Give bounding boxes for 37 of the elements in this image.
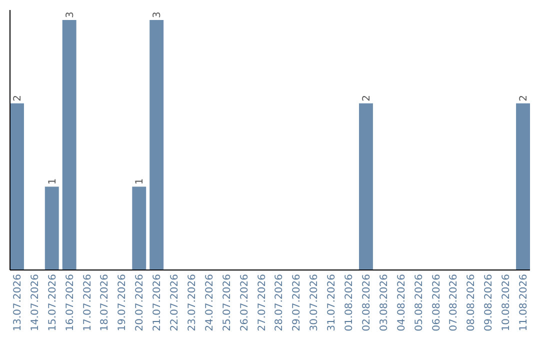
x-tick-label: 24.07.2026 <box>204 274 216 332</box>
x-tick-label: 23.07.2026 <box>186 274 198 332</box>
x-tick-label: 13.07.2026 <box>12 274 24 332</box>
x-tick-label: 25.07.2026 <box>222 274 233 332</box>
data-label: 3 <box>64 12 76 18</box>
x-tick-label: 31.07.2026 <box>326 274 338 332</box>
x-tick-label: 06.08.2026 <box>431 274 442 332</box>
x-tick-label: 14.07.2026 <box>30 274 41 332</box>
x-tick-label: 16.07.2026 <box>64 274 76 332</box>
x-tick-label: 04.08.2026 <box>396 274 408 332</box>
data-label: 2 <box>12 94 24 102</box>
x-tick-label: 09.08.2026 <box>484 274 495 332</box>
x-tick-label: 20.07.2026 <box>134 274 146 332</box>
x-tick-label: 28.07.2026 <box>274 274 286 332</box>
x-tick-label: 30.07.2026 <box>309 274 320 332</box>
x-tick-label: 05.08.2026 <box>414 274 425 332</box>
x-tick-label: 29.07.2026 <box>292 274 303 332</box>
x-tick-label: 11.08.2026 <box>518 274 530 332</box>
x-tick-label: 03.08.2026 <box>378 274 390 332</box>
x-tick-label: 27.07.2026 <box>256 274 268 332</box>
data-label: 2 <box>518 94 530 102</box>
x-tick-label: 26.07.2026 <box>239 274 250 332</box>
x-tick-label: 21.07.2026 <box>152 274 164 332</box>
x-tick-label: 07.08.2026 <box>448 274 460 332</box>
x-tick-label: 02.08.2026 <box>361 274 372 332</box>
x-tick-label: 15.07.2026 <box>47 274 58 332</box>
data-label: 2 <box>361 94 372 102</box>
x-tick-label: 10.08.2026 <box>501 274 512 332</box>
data-label: 3 <box>152 12 164 18</box>
data-label: 1 <box>47 178 58 185</box>
x-tick-label: 01.08.2026 <box>344 274 356 332</box>
x-tick-label: 08.08.2026 <box>466 274 478 332</box>
x-tick-label: 22.07.2026 <box>170 274 181 332</box>
x-tick-label: 18.07.2026 <box>100 274 111 332</box>
x-tick-label: 17.07.2026 <box>82 274 94 332</box>
x-tick-label: 19.07.2026 <box>117 274 128 332</box>
data-label: 1 <box>134 178 146 185</box>
